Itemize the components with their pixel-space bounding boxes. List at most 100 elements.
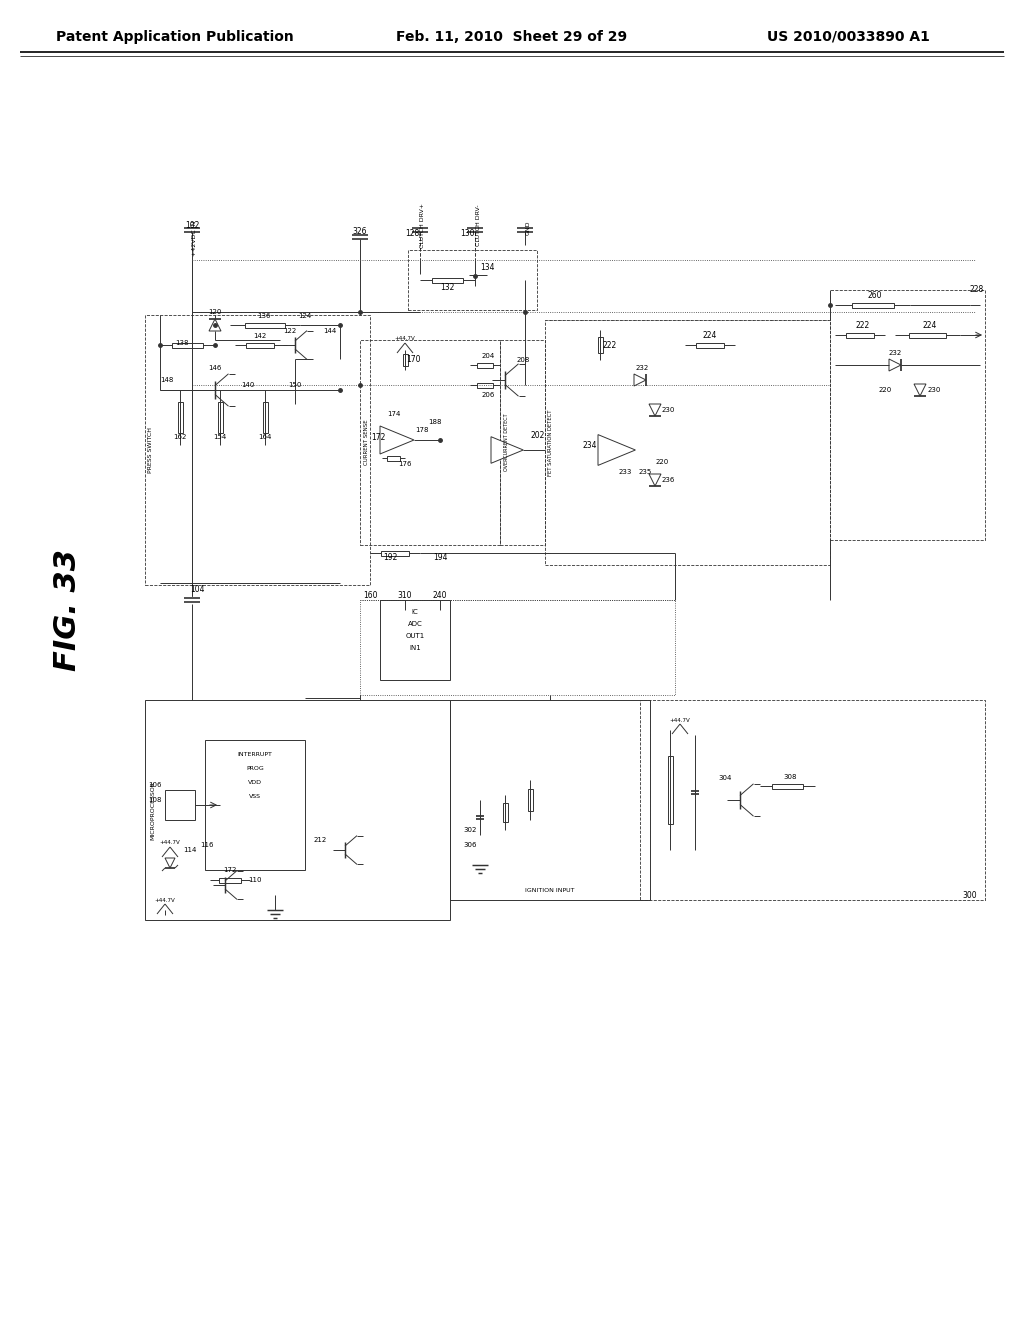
Bar xyxy=(772,784,803,788)
Polygon shape xyxy=(380,426,414,454)
Bar xyxy=(177,403,182,433)
Text: CLUTCH DRV+: CLUTCH DRV+ xyxy=(421,202,426,248)
Bar xyxy=(360,601,675,696)
Text: US 2010/0033890 A1: US 2010/0033890 A1 xyxy=(767,30,930,44)
Text: 164: 164 xyxy=(258,434,271,440)
Text: OVERCURRENT DETECT: OVERCURRENT DETECT xyxy=(504,413,509,471)
Text: 132: 132 xyxy=(440,284,455,293)
Text: GND: GND xyxy=(525,220,530,235)
Text: +44.7V: +44.7V xyxy=(155,898,175,903)
Text: 140: 140 xyxy=(242,381,255,388)
Bar xyxy=(165,789,195,820)
Bar xyxy=(262,403,267,433)
Text: 116: 116 xyxy=(201,842,214,847)
Text: 232: 232 xyxy=(635,366,648,371)
Text: 170: 170 xyxy=(406,355,420,364)
Polygon shape xyxy=(209,319,221,331)
Text: 162: 162 xyxy=(173,434,186,440)
Bar xyxy=(432,277,463,282)
Text: 192: 192 xyxy=(383,553,397,561)
Text: 224: 224 xyxy=(923,322,937,330)
Text: 128: 128 xyxy=(404,230,419,239)
Text: 144: 144 xyxy=(324,327,337,334)
Bar xyxy=(172,342,203,347)
Text: 310: 310 xyxy=(397,590,413,599)
Text: Patent Application Publication: Patent Application Publication xyxy=(56,30,294,44)
Bar xyxy=(217,403,222,433)
Text: 233: 233 xyxy=(618,469,632,475)
Bar xyxy=(402,354,408,366)
Text: 204: 204 xyxy=(481,352,495,359)
Bar xyxy=(476,363,494,367)
Polygon shape xyxy=(634,374,646,385)
Text: 174: 174 xyxy=(387,411,400,417)
Text: 260: 260 xyxy=(867,292,883,301)
Text: INTERRUPT: INTERRUPT xyxy=(238,752,272,758)
Text: 206: 206 xyxy=(481,392,495,399)
Text: 240: 240 xyxy=(433,590,447,599)
Text: OUT1: OUT1 xyxy=(406,634,425,639)
Bar xyxy=(597,337,602,354)
Bar xyxy=(145,315,370,585)
Text: 232: 232 xyxy=(889,350,901,356)
Text: +44.7V: +44.7V xyxy=(394,335,416,341)
Bar xyxy=(381,550,409,556)
Text: 108: 108 xyxy=(148,797,162,803)
Text: +42VDC IN: +42VDC IN xyxy=(193,220,198,256)
Text: 228: 228 xyxy=(970,285,984,294)
Text: 124: 124 xyxy=(298,313,311,319)
Bar xyxy=(380,601,450,680)
Text: 142: 142 xyxy=(253,333,266,339)
Bar xyxy=(909,333,946,338)
Text: FET SATURATION DETECT: FET SATURATION DETECT xyxy=(549,409,554,475)
Bar xyxy=(145,700,450,920)
Text: 188: 188 xyxy=(428,418,441,425)
Text: 208: 208 xyxy=(516,356,529,363)
Bar xyxy=(360,341,500,545)
Bar xyxy=(852,302,894,308)
Text: 104: 104 xyxy=(189,586,204,594)
Text: 222: 222 xyxy=(856,322,870,330)
Text: 230: 230 xyxy=(662,407,675,413)
Text: 102: 102 xyxy=(184,220,200,230)
Text: 234: 234 xyxy=(583,441,597,450)
Text: PROG: PROG xyxy=(246,767,264,771)
Bar xyxy=(205,741,305,870)
Text: IGNITION INPUT: IGNITION INPUT xyxy=(525,887,574,892)
Text: 194: 194 xyxy=(433,553,447,561)
Text: 220: 220 xyxy=(879,387,892,393)
Bar xyxy=(500,341,545,545)
Text: 106: 106 xyxy=(148,781,162,788)
Polygon shape xyxy=(490,437,523,463)
Text: 326: 326 xyxy=(352,227,368,236)
Text: PRESS SWITCH: PRESS SWITCH xyxy=(147,426,153,473)
Text: 114: 114 xyxy=(183,847,197,853)
Text: CLUTCH DRV-: CLUTCH DRV- xyxy=(475,205,480,246)
Text: 220: 220 xyxy=(655,459,669,465)
Text: FIG. 33: FIG. 33 xyxy=(53,549,83,671)
Bar xyxy=(246,342,274,347)
Text: 122: 122 xyxy=(284,327,297,334)
Polygon shape xyxy=(889,359,901,371)
Text: 110: 110 xyxy=(248,876,262,883)
Bar xyxy=(527,789,532,812)
Text: CURRENT SENSE: CURRENT SENSE xyxy=(364,420,369,466)
Text: 150: 150 xyxy=(289,381,302,388)
Text: 304: 304 xyxy=(718,775,732,781)
Polygon shape xyxy=(649,474,662,486)
Text: 172: 172 xyxy=(223,867,237,873)
Text: 224: 224 xyxy=(702,331,717,341)
Text: 134: 134 xyxy=(480,263,495,272)
Text: Feb. 11, 2010  Sheet 29 of 29: Feb. 11, 2010 Sheet 29 of 29 xyxy=(396,30,628,44)
Text: ADC: ADC xyxy=(408,620,422,627)
Bar xyxy=(246,322,285,327)
Text: 308: 308 xyxy=(783,774,797,780)
Text: 130: 130 xyxy=(460,230,474,239)
Bar xyxy=(668,756,673,824)
Bar xyxy=(476,383,494,388)
Text: 160: 160 xyxy=(362,590,377,599)
Bar xyxy=(640,700,985,900)
Text: 300: 300 xyxy=(963,891,977,899)
Bar xyxy=(503,803,508,822)
Text: 202: 202 xyxy=(530,432,545,441)
